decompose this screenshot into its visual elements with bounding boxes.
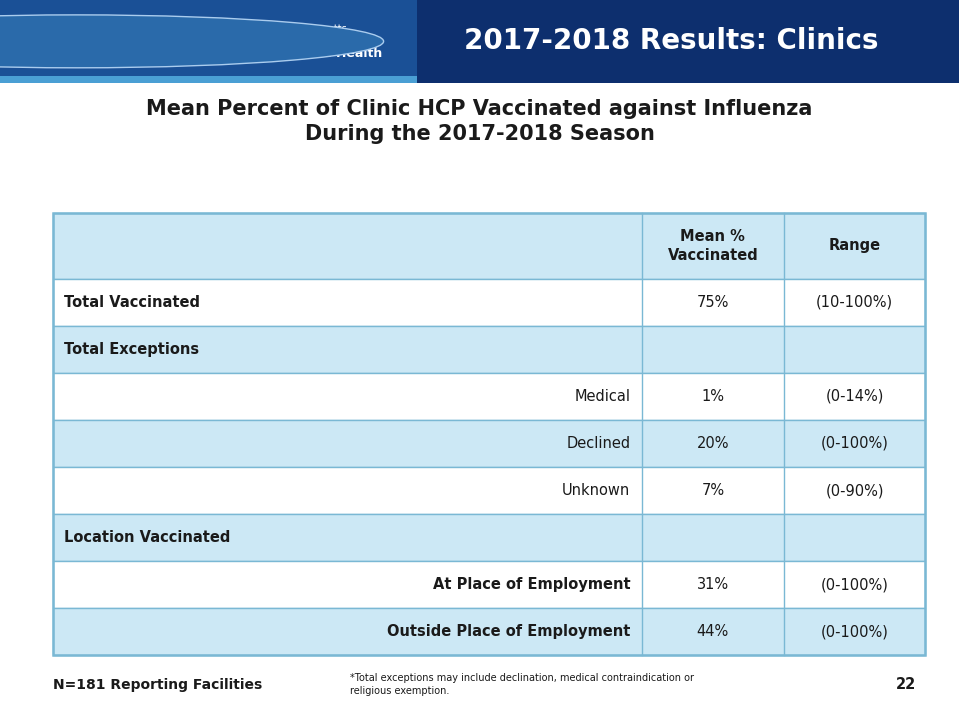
Bar (53, 608, 925, 656)
Text: Total Vaccinated: Total Vaccinated (64, 295, 200, 310)
Text: At Place of Employment: At Place of Employment (433, 577, 630, 592)
Bar (53, 372, 925, 420)
Text: Unknown: Unknown (562, 483, 630, 498)
Bar (53, 561, 925, 608)
Bar (53, 514, 925, 561)
Text: Total Exceptions: Total Exceptions (64, 342, 199, 357)
Text: Medical: Medical (574, 389, 630, 404)
Bar (0, 76, 417, 83)
Text: 31%: 31% (697, 577, 729, 592)
Text: Mean %
Vaccinated: Mean % Vaccinated (667, 229, 759, 262)
Bar (53, 326, 925, 372)
Bar (0, 0, 417, 83)
Bar (53, 420, 925, 467)
Text: Location Vaccinated: Location Vaccinated (64, 530, 230, 545)
Text: 20%: 20% (696, 436, 729, 451)
Text: (0-90%): (0-90%) (826, 483, 884, 498)
Text: Department of Public Health: Department of Public Health (182, 47, 383, 60)
Text: 75%: 75% (697, 295, 729, 310)
Text: (10-100%): (10-100%) (816, 295, 894, 310)
Text: Outside Place of Employment: Outside Place of Employment (386, 624, 630, 639)
Text: 2017-2018 Results: Clinics: 2017-2018 Results: Clinics (464, 27, 878, 55)
Text: (0-100%): (0-100%) (821, 577, 889, 592)
Circle shape (0, 15, 384, 68)
Text: 1%: 1% (701, 389, 724, 404)
Text: 44%: 44% (697, 624, 729, 639)
Bar (53, 467, 925, 514)
Text: (0-100%): (0-100%) (821, 624, 889, 639)
Text: Range: Range (829, 239, 880, 253)
Text: 7%: 7% (701, 483, 724, 498)
Text: N=181 Reporting Facilities: N=181 Reporting Facilities (53, 677, 262, 692)
Bar (53, 278, 925, 326)
Text: Mean Percent of Clinic HCP Vaccinated against Influenza
During the 2017-2018 Sea: Mean Percent of Clinic HCP Vaccinated ag… (147, 99, 812, 145)
Text: 22: 22 (896, 677, 916, 692)
Text: (0-100%): (0-100%) (821, 436, 889, 451)
Text: *Total exceptions may include declination, medical contraindication or
religious: *Total exceptions may include declinatio… (350, 673, 694, 696)
Text: (0-14%): (0-14%) (826, 389, 884, 404)
Text: Commonwealth of Massachusetts: Commonwealth of Massachusetts (182, 24, 347, 34)
Text: Declined: Declined (566, 436, 630, 451)
Bar (53, 213, 925, 278)
Bar (53, 213, 925, 656)
